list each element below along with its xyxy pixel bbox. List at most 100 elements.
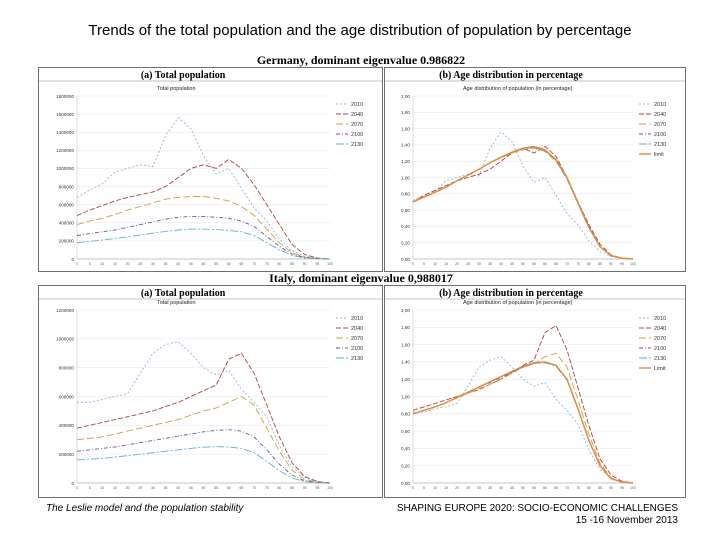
x-tick-label: 40 (499, 486, 503, 490)
y-tick-label: 1,80 (401, 325, 410, 330)
y-tick-label: 0,20 (401, 464, 410, 469)
legend-label: 2070 (654, 336, 666, 342)
y-tick-label: 0,00 (401, 481, 410, 486)
x-tick-label: 20 (126, 486, 130, 490)
x-tick-label: 70 (252, 486, 256, 490)
legend-label: 2010 (351, 316, 363, 322)
y-tick-label: 200000 (59, 239, 75, 244)
legend-label: 2010 (654, 316, 666, 322)
series-line-2010 (412, 131, 634, 260)
y-tick-label: 0,40 (401, 224, 410, 229)
panel-title: (a) Total population (141, 70, 226, 81)
italy-title: Italy, dominant eigenvalue 0,988017 (269, 271, 453, 285)
x-tick-label: 40 (176, 486, 180, 490)
x-tick-label: 45 (510, 262, 514, 266)
series-line-2070 (76, 196, 331, 260)
y-tick-label: 0,20 (401, 241, 410, 246)
panel-title: (a) Total population (141, 288, 226, 299)
y-tick-label: 1200000 (56, 148, 74, 153)
x-tick-label: 0 (76, 486, 78, 490)
x-tick-label: 60 (543, 486, 547, 490)
y-tick-label: 1,60 (401, 126, 410, 131)
series-line-2130 (412, 146, 634, 260)
legend-label: 2070 (351, 336, 363, 342)
x-tick-label: 0 (412, 262, 414, 266)
legend-label: 2100 (351, 346, 363, 352)
series-line-2040 (76, 352, 331, 484)
x-tick-label: 70 (565, 262, 569, 266)
series-line-2100 (76, 215, 331, 260)
x-tick-label: 50 (202, 486, 206, 490)
panel-title: (b) Age distribution in percentage (439, 288, 583, 299)
germany-age-distribution-chart: (b) Age distribution in percentage Age di… (384, 67, 686, 272)
legend-label: 2130 (654, 356, 666, 362)
x-tick-label: 5 (423, 262, 425, 266)
x-tick-label: 20 (126, 262, 130, 266)
germany-total-population-chart: (a) Total population Total population 0 200… (38, 67, 383, 272)
x-tick-label: 85 (290, 486, 294, 490)
x-tick-label: 90 (303, 486, 307, 490)
italy-total-population-chart: (a) Total population Total population 0 200… (38, 285, 383, 498)
y-tick-label: 0 (71, 481, 74, 486)
y-tick-label: 0,60 (401, 429, 410, 434)
x-tick-label: 80 (278, 486, 282, 490)
x-tick-label: 100 (630, 262, 636, 266)
series-line-2130 (76, 228, 331, 260)
y-tick-label: 1000000 (56, 337, 74, 342)
x-tick-label: 75 (265, 486, 269, 490)
footer-conference: SHAPING EUROPE 2020: SOCIO-ECONOMIC CHAL… (396, 503, 678, 514)
x-tick-label: 85 (290, 262, 294, 266)
x-tick-label: 85 (598, 486, 602, 490)
y-tick-label: 0,40 (401, 446, 410, 451)
y-tick-label: 1,20 (401, 377, 410, 382)
x-tick-label: 0 (412, 486, 414, 490)
legend-label: 2130 (351, 142, 363, 148)
series-line-2040 (76, 158, 331, 260)
y-tick-label: 600000 (59, 394, 75, 399)
chart-svg: (b) Age distribution in percentage Age di… (385, 70, 685, 266)
x-tick-label: 10 (433, 486, 437, 490)
legend-label: 2040 (654, 112, 666, 118)
y-tick-label: 800000 (59, 184, 75, 189)
x-tick-label: 15 (113, 262, 117, 266)
y-tick-label: 1400000 (56, 130, 74, 135)
x-tick-label: 30 (151, 262, 155, 266)
x-tick-label: 100 (327, 486, 333, 490)
footer-right: SHAPING EUROPE 2020: SOCIO-ECONOMIC CHAL… (397, 503, 678, 527)
series-line-limit (412, 145, 634, 260)
y-tick-label: 1,40 (401, 143, 410, 148)
series-line-2010 (76, 117, 331, 260)
x-tick-label: 75 (265, 262, 269, 266)
y-tick-label: 1600000 (56, 112, 74, 117)
x-tick-label: 55 (214, 486, 218, 490)
y-tick-label: 0,80 (401, 412, 410, 417)
x-tick-label: 5 (89, 262, 91, 266)
x-tick-label: 80 (278, 262, 282, 266)
x-tick-label: 40 (176, 262, 180, 266)
x-tick-label: 55 (532, 486, 536, 490)
x-tick-label: 35 (488, 486, 492, 490)
x-tick-label: 20 (455, 262, 459, 266)
series-line-2070 (412, 352, 634, 484)
x-tick-label: 65 (554, 262, 558, 266)
y-tick-label: 400000 (59, 423, 75, 428)
x-tick-label: 60 (543, 262, 547, 266)
y-tick-label: 1,00 (401, 175, 410, 180)
y-tick-label: 2,00 (401, 308, 410, 313)
footer-left: The Leslie model and the population stab… (46, 503, 244, 514)
legend-label: 2100 (351, 132, 363, 138)
x-tick-label: 35 (164, 486, 168, 490)
series-line-2070 (412, 147, 634, 260)
legend-label: 2130 (351, 356, 363, 362)
y-tick-label: 200000 (59, 452, 75, 457)
x-tick-label: 80 (587, 262, 591, 266)
legend-label: 2100 (654, 346, 666, 352)
inner-title: Age distribution of population (in perce… (463, 86, 573, 92)
x-tick-label: 25 (466, 262, 470, 266)
italy-age-distribution-chart: (b) Age distribution in percentage Age di… (384, 285, 686, 498)
x-tick-label: 15 (444, 486, 448, 490)
legend-label: 2010 (654, 102, 666, 108)
x-tick-label: 65 (240, 486, 244, 490)
